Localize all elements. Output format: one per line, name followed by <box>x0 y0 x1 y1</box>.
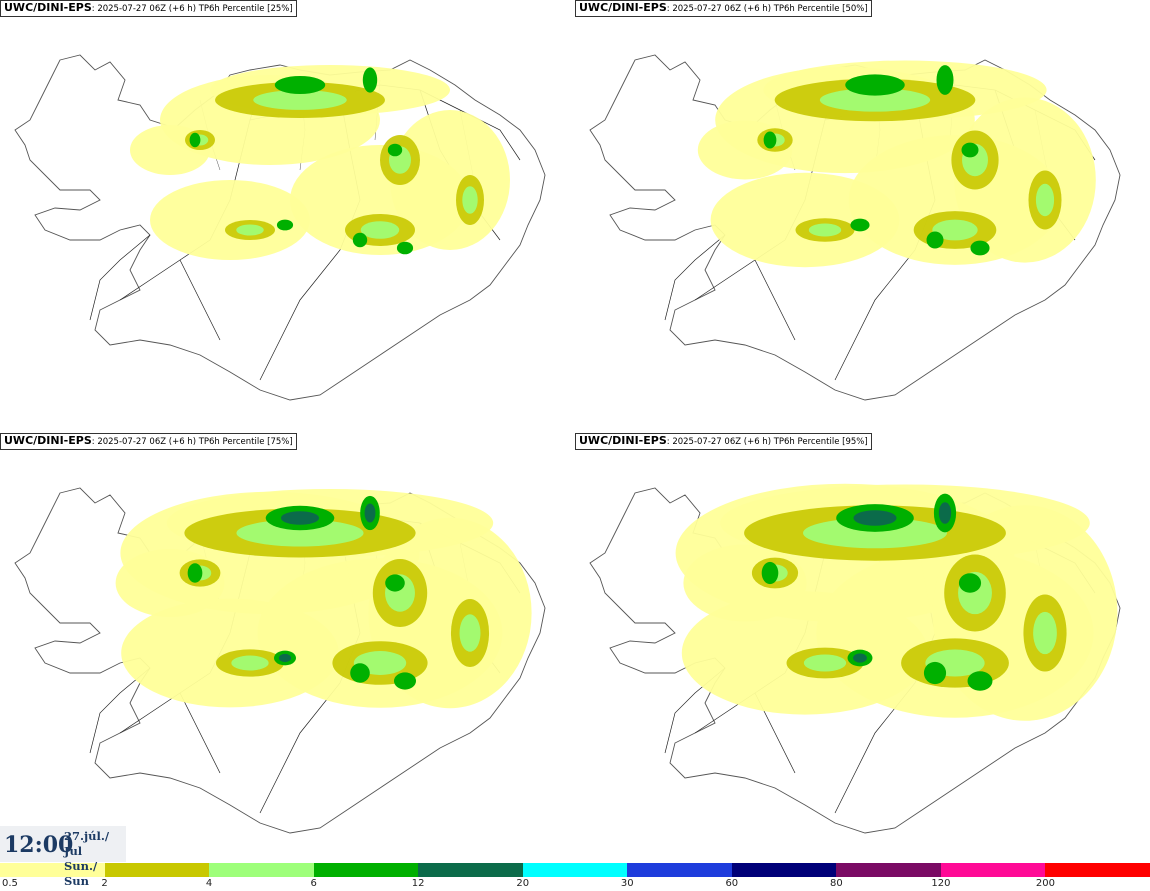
precip-area <box>1035 183 1055 217</box>
precip-area <box>352 232 368 248</box>
precip-area <box>850 218 870 232</box>
legend-swatch <box>209 863 315 877</box>
legend-swatch <box>731 863 838 877</box>
map-panel-p50: UWC/DINI-EPS: 2025-07-27 06Z (+6 h) TP6h… <box>575 0 1150 430</box>
precip-area <box>189 132 201 148</box>
precip-area <box>350 663 370 683</box>
legend-tick-label: 60 <box>725 878 739 889</box>
legend-swatch <box>522 863 629 877</box>
legend-swatch <box>0 863 106 877</box>
map-panel-p25: UWC/DINI-EPS: 2025-07-27 06Z (+6 h) TP6h… <box>0 0 575 430</box>
precip-area <box>819 88 931 112</box>
precip-map <box>14 487 546 834</box>
precip-area <box>276 219 294 231</box>
precip-area <box>462 186 478 214</box>
precip-area <box>396 241 414 255</box>
precip-area <box>385 574 405 592</box>
legend-swatch <box>104 863 211 877</box>
panel-title: UWC/DINI-EPS: 2025-07-27 06Z (+6 h) TP6h… <box>575 0 872 17</box>
legend-tick-label: 2 <box>101 878 108 889</box>
legend-swatch <box>627 863 733 877</box>
precip-area <box>231 655 269 671</box>
legend-tick-label: 0.5 <box>2 878 18 889</box>
precip-area <box>803 517 947 549</box>
precip-area <box>150 180 310 260</box>
legend-swatch <box>313 863 420 877</box>
valid-time-box: 12:00 27.júl./ Jul Sun./ Sun <box>0 826 126 888</box>
precip-area <box>845 74 905 96</box>
precip-area <box>961 142 979 158</box>
precip-area <box>970 240 990 256</box>
precip-area <box>280 511 320 525</box>
precip-area <box>387 143 403 157</box>
color-legend: 0.5 2 4 6 12 20 30 60 80 120 200 <box>0 863 1150 891</box>
precip-area <box>362 67 378 93</box>
map-panel-p75: UWC/DINI-EPS: 2025-07-27 06Z (+6 h) TP6h… <box>0 433 575 863</box>
precip-area <box>853 653 867 663</box>
precip-map <box>14 54 546 401</box>
valid-time: 12:00 <box>4 832 74 858</box>
precip-area <box>926 231 944 249</box>
precip-area <box>187 563 203 583</box>
precip-area <box>274 76 326 94</box>
map-panel-p95: UWC/DINI-EPS: 2025-07-27 06Z (+6 h) TP6h… <box>575 433 1150 863</box>
legend-tick-label: 12 <box>411 878 425 889</box>
precip-area <box>938 502 952 524</box>
precip-area <box>364 503 376 523</box>
legend-swatch <box>418 863 524 877</box>
precip-area <box>761 561 779 585</box>
precip-area <box>236 224 264 236</box>
precip-area <box>253 90 347 110</box>
precip-area <box>967 671 993 691</box>
valid-date: 27.júl./ Jul Sun./ Sun <box>64 829 110 888</box>
precip-area <box>1033 611 1057 655</box>
panel-title: UWC/DINI-EPS: 2025-07-27 06Z (+6 h) TP6h… <box>0 433 297 450</box>
precip-area <box>936 65 954 95</box>
legend-swatch <box>940 863 1047 877</box>
precip-area <box>803 654 847 672</box>
legend-tick-label: 30 <box>620 878 634 889</box>
legend-swatch <box>1045 863 1150 877</box>
panel-title: UWC/DINI-EPS: 2025-07-27 06Z (+6 h) TP6h… <box>575 433 872 450</box>
legend-tick-label: 4 <box>205 878 213 889</box>
legend-swatch <box>836 863 942 877</box>
legend-tick-label: 80 <box>829 878 843 889</box>
precip-area <box>958 573 982 593</box>
legend-tick-label: 120 <box>931 878 951 889</box>
precip-area <box>236 519 364 547</box>
legend-tick-label: 20 <box>516 878 530 889</box>
precip-area <box>808 223 842 237</box>
precip-map <box>589 483 1121 834</box>
legend-tick-label: 6 <box>310 878 317 889</box>
precip-area <box>278 653 292 663</box>
precip-area <box>360 221 400 239</box>
panel-title: UWC/DINI-EPS: 2025-07-27 06Z (+6 h) TP6h… <box>0 0 297 17</box>
precip-map <box>589 54 1121 401</box>
precip-area <box>923 661 947 685</box>
precip-area <box>459 614 481 652</box>
precip-area <box>393 672 417 690</box>
precip-area <box>763 131 777 149</box>
legend-tick-label: 200 <box>1035 878 1055 889</box>
precip-area <box>932 219 978 241</box>
precip-area <box>853 510 897 526</box>
